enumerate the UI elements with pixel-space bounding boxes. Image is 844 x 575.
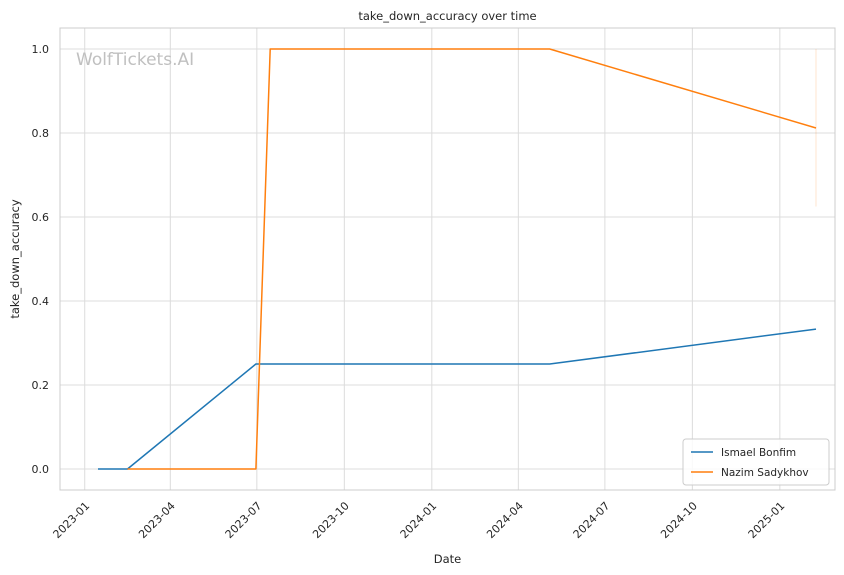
x-tick-label: 2023-10 [310,499,352,541]
y-tick-label: 0.6 [32,211,50,224]
series-line-nazim-sadykhov [127,48,817,470]
x-tick-label: 2023-01 [51,499,93,541]
y-tick-label: 1.0 [32,43,50,56]
series-line-ismael-bonfim [98,328,817,470]
x-tick-label: 2023-04 [136,499,178,541]
legend-label-nazim-sadykhov: Nazim Sadykhov [721,467,809,479]
x-tick-label: 2024-04 [484,499,526,541]
watermark: WolfTickets.AI [76,50,194,70]
plot-frame [59,27,836,491]
x-tick-label: 2023-07 [223,499,265,541]
x-axis-label: Date [434,552,462,566]
y-tick-label: 0.2 [32,379,50,392]
y-axis-label: take_down_accuracy [8,199,22,318]
chart-title: take_down_accuracy over time [358,9,536,23]
legend-box [682,438,830,486]
legend-label-ismael-bonfim: Ismael Bonfim [721,447,796,459]
series-layer [98,48,817,470]
tick-layer: 0.0 0.2 0.4 0.6 0.8 1.0 2023-01 2023-04 2023-07 2… [32,43,788,541]
grid-layer [60,28,835,490]
y-tick-label: 0.4 [32,295,50,308]
x-tick-label: 2024-10 [658,499,700,541]
x-tick-label: 2024-07 [571,499,613,541]
x-tick-label: 2025-01 [746,499,788,541]
y-tick-label: 0.8 [32,127,50,140]
x-tick-label: 2024-01 [398,499,440,541]
legend: Ismael Bonfim Nazim Sadykhov [682,438,830,486]
y-tick-label: 0.0 [32,463,50,476]
